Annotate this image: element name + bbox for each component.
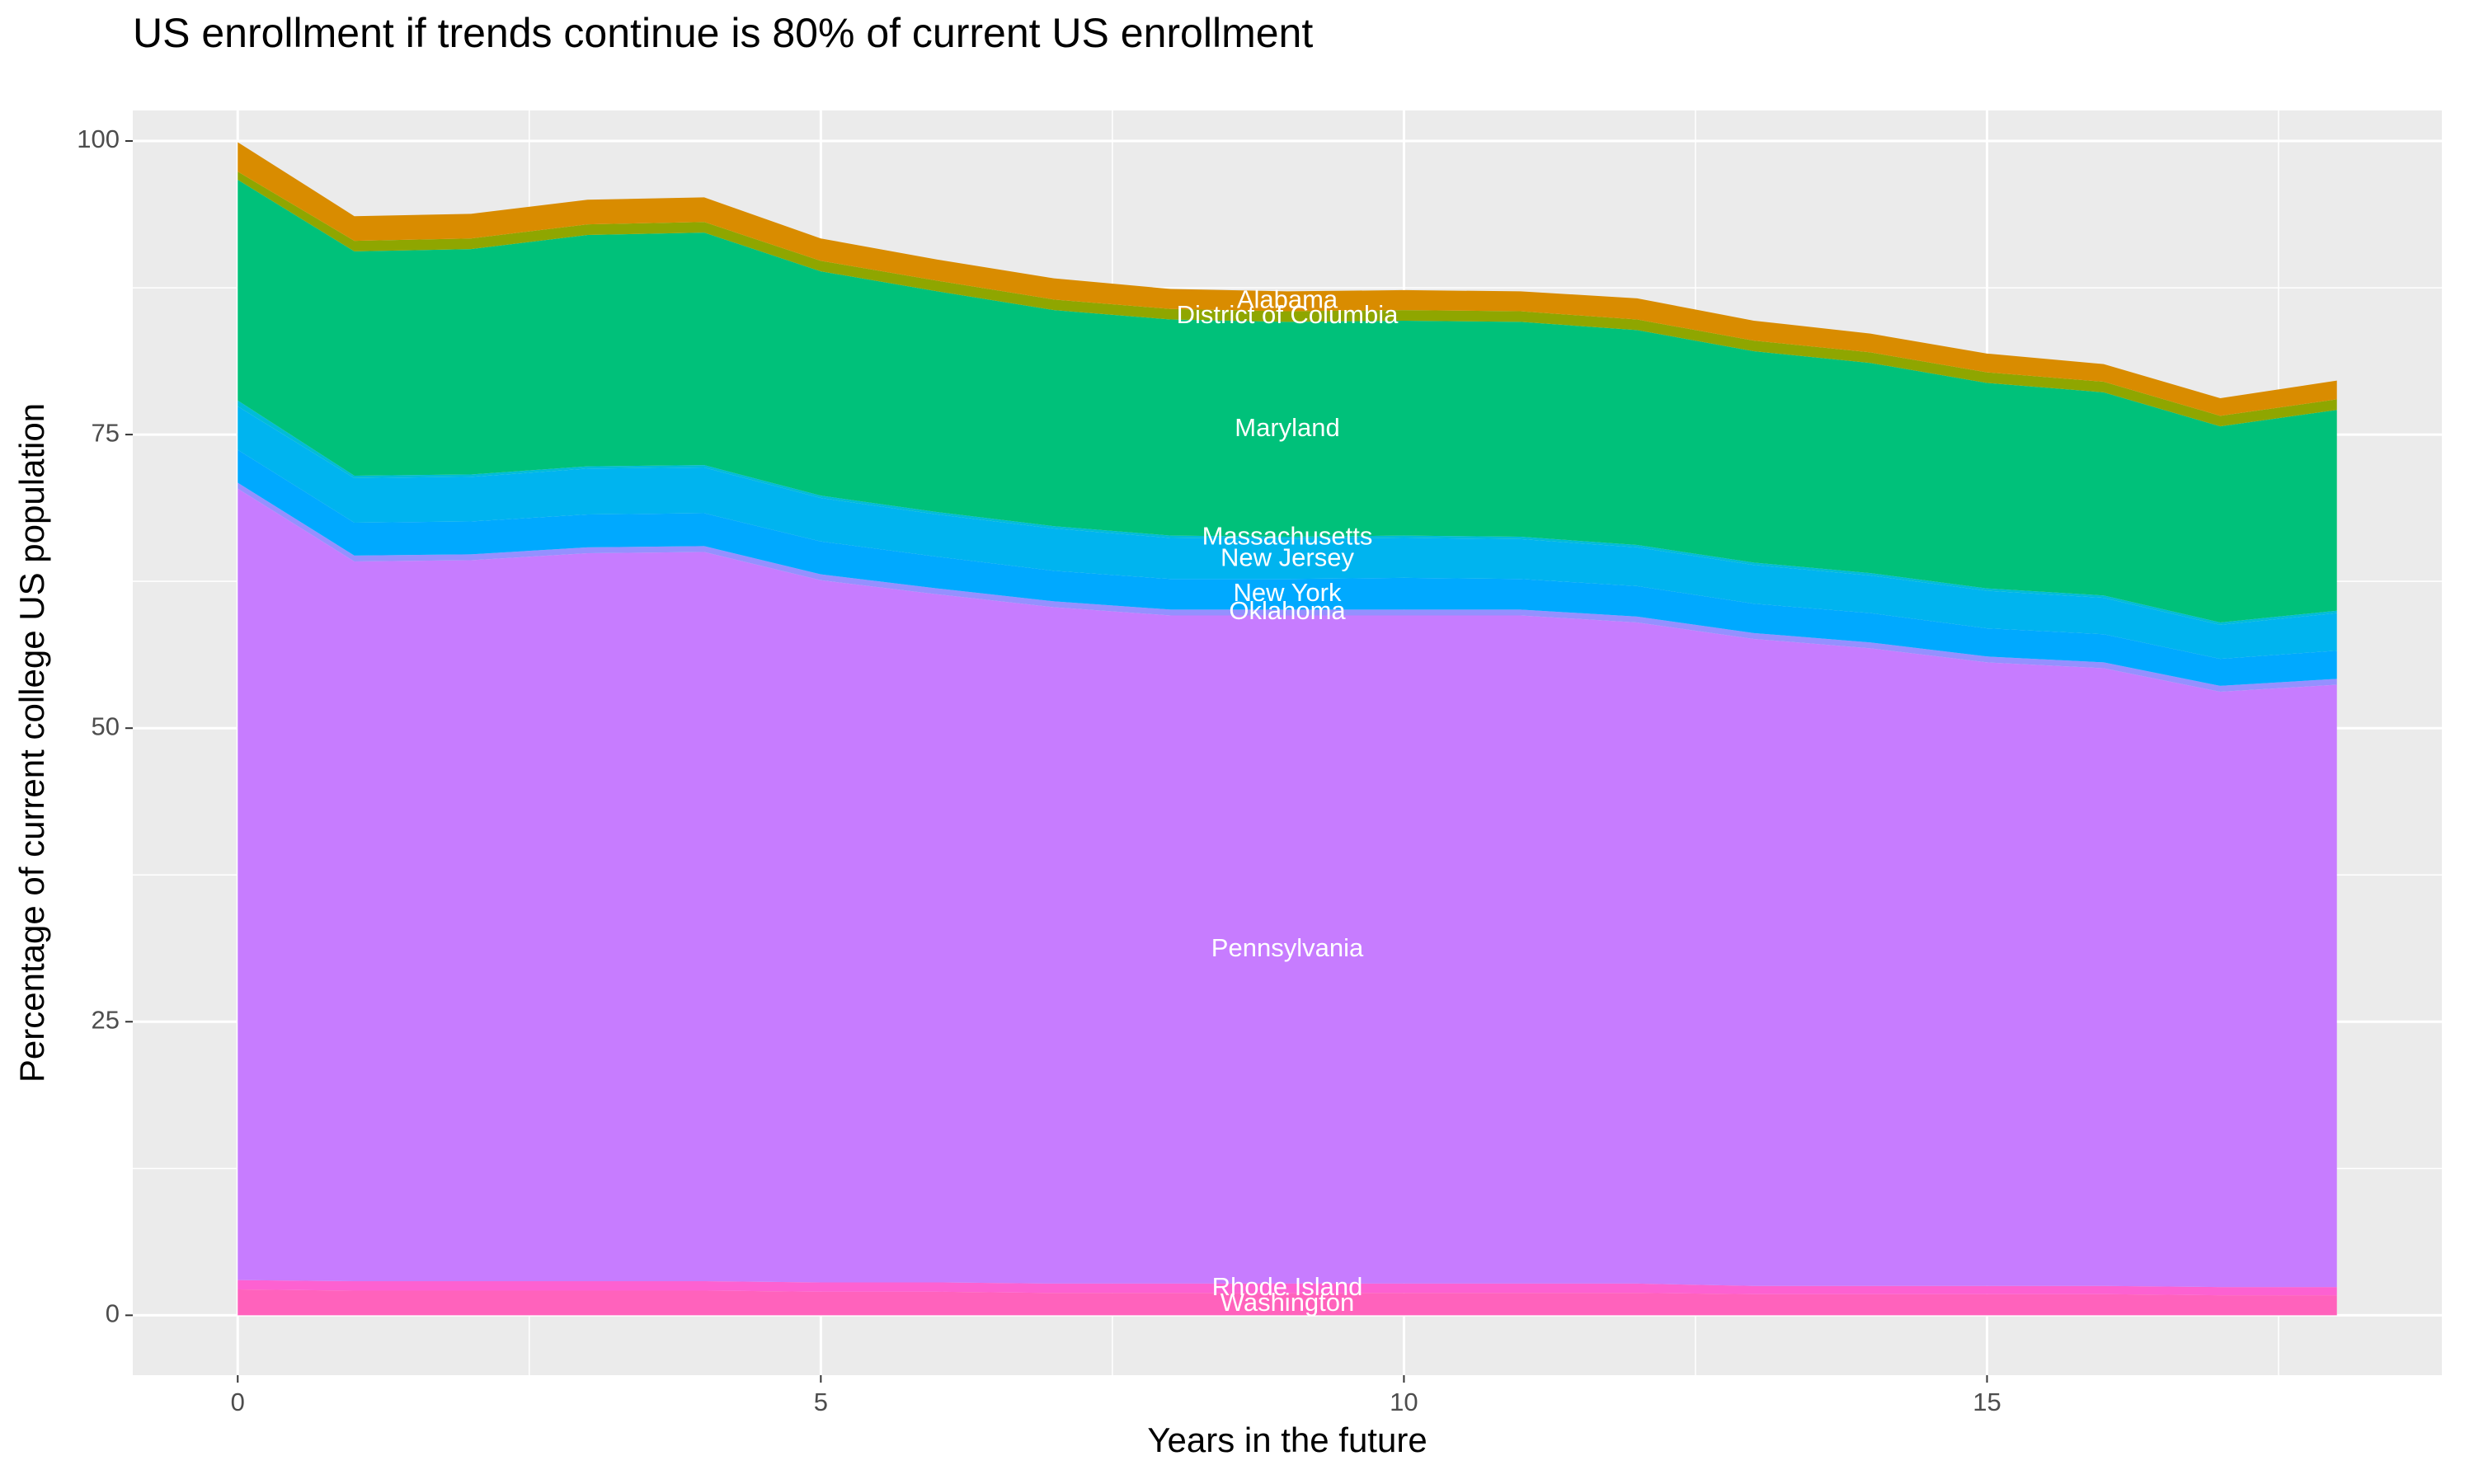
area xyxy=(238,1289,2337,1316)
chart-title: US enrollment if trends continue is 80% … xyxy=(133,10,1313,56)
x-axis-label: Years in the future xyxy=(1147,1421,1427,1459)
area xyxy=(238,482,2337,693)
series-label: Rhode Island xyxy=(1212,1272,1363,1301)
y-tick-label: 50 xyxy=(92,711,120,740)
area xyxy=(238,142,2337,416)
x-tick-label: 5 xyxy=(814,1388,828,1416)
area xyxy=(238,400,2337,625)
series-label: Maryland xyxy=(1235,413,1340,442)
series-label: Alabama xyxy=(1237,285,1338,314)
series-label: Washington xyxy=(1221,1288,1355,1317)
series-label: Pennsylvania xyxy=(1211,933,1364,962)
area xyxy=(238,180,2337,623)
y-tick-label: 75 xyxy=(92,418,120,447)
series-label: New York xyxy=(1234,578,1342,607)
x-tick-label: 15 xyxy=(1973,1388,2001,1416)
series-label: Massachusetts xyxy=(1202,522,1373,551)
area xyxy=(238,488,2337,1288)
series-label: District of Columbia xyxy=(1177,300,1399,329)
y-tick-label: 25 xyxy=(92,1005,120,1034)
area xyxy=(238,449,2337,686)
x-tick-label: 10 xyxy=(1390,1388,1418,1416)
area xyxy=(238,1280,2337,1296)
area xyxy=(238,406,2337,660)
series-label: Oklahoma xyxy=(1229,596,1346,625)
series-label: New Jersey xyxy=(1221,542,1354,571)
y-axis-label: Percentage of current college US populat… xyxy=(12,403,51,1082)
y-tick-label: 100 xyxy=(77,124,120,153)
x-tick-label: 0 xyxy=(231,1388,245,1416)
y-tick-label: 0 xyxy=(106,1299,120,1328)
